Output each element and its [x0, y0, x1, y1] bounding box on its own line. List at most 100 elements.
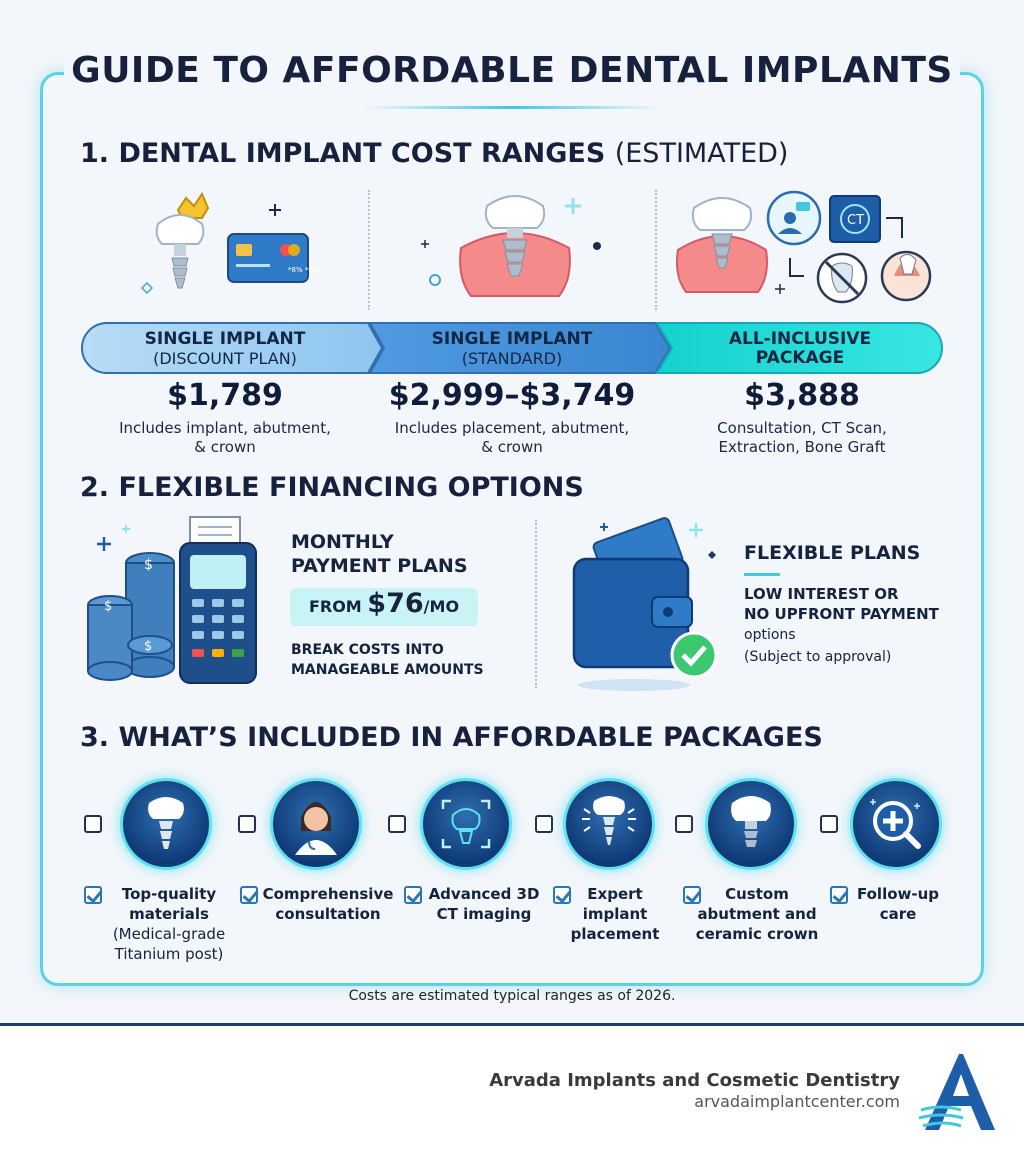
desc-line: Includes placement, abutment,: [394, 419, 630, 437]
sparkle-icon: [269, 204, 281, 216]
checkbox-checked[interactable]: [404, 886, 422, 904]
brand-url[interactable]: arvadaimplantcenter.com: [694, 1092, 900, 1111]
section-1-title-suffix: (ESTIMATED): [614, 138, 789, 169]
package-icon-circle: [120, 778, 212, 870]
footnote: Costs are estimated typical ranges as of…: [348, 988, 676, 1004]
heading-line: PAYMENT PLANS: [291, 555, 468, 577]
brand-logo-icon: [918, 1054, 995, 1130]
plan-name: SINGLE IMPLANT: [144, 329, 306, 349]
section-3-title: 3. WHAT’S INCLUDED IN AFFORDABLE PACKAGE…: [80, 722, 823, 753]
divider-1: [368, 190, 370, 310]
package-label-follow-up: Follow-up care: [846, 884, 950, 924]
check-circle-icon: [670, 631, 718, 679]
divider-2: [655, 190, 657, 310]
doctor-icon: [295, 802, 337, 855]
package-label-materials: Top-quality materials (Medical-grade Tit…: [104, 884, 234, 964]
label-line: ceramic crown: [695, 925, 819, 943]
flexible-plans-underline: [744, 573, 780, 576]
checkbox-checked[interactable]: [830, 886, 848, 904]
price-discount: $1,789: [167, 378, 283, 413]
sub-line: MANAGEABLE AMOUNTS: [291, 662, 484, 678]
package-label-ct: Advanced 3D CT imaging: [424, 884, 544, 924]
package-icon-circle: [850, 778, 942, 870]
checkbox-checked[interactable]: [553, 886, 571, 904]
label-line: (Medical-grade: [112, 925, 226, 943]
package-label-crown: Custom abutment and ceramic crown: [695, 884, 819, 944]
wallet-illustration: [572, 517, 718, 691]
note-line: (Subject to approval): [744, 649, 892, 665]
svg-text:$: $: [144, 557, 153, 573]
monthly-price-badge: FROM $76/MO: [290, 588, 478, 626]
consultation-icon: [766, 190, 822, 246]
checkbox-empty[interactable]: [388, 815, 406, 833]
desc-line: Extraction, Bone Graft: [718, 438, 886, 456]
label-line: Follow-up: [856, 885, 940, 903]
plan-sub: (DISCOUNT PLAN): [153, 349, 297, 368]
package-icon-circle: [563, 778, 655, 870]
checkbox-checked[interactable]: [240, 886, 258, 904]
desc-standard: Includes placement, abutment, & crown: [372, 419, 652, 457]
label-line: Comprehensive: [262, 885, 394, 903]
plan-label-all-inclusive: ALL-INCLUSIVE PACKAGE: [670, 330, 930, 368]
checkbox-checked[interactable]: [84, 886, 102, 904]
divider-financing: [535, 520, 537, 688]
desc-line: & crown: [481, 438, 543, 456]
checkbox-empty[interactable]: [238, 815, 256, 833]
title-backdrop: [64, 54, 960, 102]
label-line: consultation: [275, 905, 381, 923]
plan-name: ALL-INCLUSIVE: [728, 329, 872, 349]
checkbox-empty[interactable]: [84, 815, 102, 833]
svg-text:$: $: [144, 639, 152, 654]
search-plus-icon: [870, 799, 921, 849]
no-tooth-icon: [816, 252, 868, 304]
label-line: care: [879, 905, 917, 923]
flexible-plans-subtext: LOW INTEREST OR NO UPFRONT PAYMENT: [744, 584, 939, 624]
implant-icon: [148, 797, 184, 849]
credit-card-icon: *8% *GM: [227, 233, 320, 283]
checkbox-empty[interactable]: [675, 815, 693, 833]
desc-line: Consultation, CT Scan,: [717, 419, 887, 437]
footer-divider: [0, 1023, 1024, 1026]
section-2-title: 2. FLEXIBLE FINANCING OPTIONS: [80, 472, 584, 503]
tooth-icon: [484, 195, 546, 277]
discount-implant-illustration: *8% *GM: [140, 191, 320, 295]
section-1-title-text: 1. DENTAL IMPLANT COST RANGES: [80, 138, 606, 169]
label-line: CT imaging: [436, 905, 532, 923]
price-standard: $2,999–$3,749: [388, 378, 636, 413]
per-month-label: /MO: [423, 597, 460, 616]
title-underline: [362, 106, 662, 109]
section-1-title: 1. DENTAL IMPLANT COST RANGES (ESTIMATED…: [80, 138, 788, 169]
heading-line: MONTHLY: [291, 531, 394, 553]
ct-scan-icon: CT: [829, 195, 881, 243]
bar-segment-standard: [368, 322, 672, 374]
flexible-plans-note: options (Subject to approval): [744, 624, 891, 668]
coin-stack-icon: $ $ $: [87, 552, 175, 681]
label-line: implant: [582, 905, 648, 923]
package-label-consultation: Comprehensive consultation: [258, 884, 398, 924]
price-all-inclusive: $3,888: [744, 378, 860, 413]
desc-all-inclusive: Consultation, CT Scan, Extraction, Bone …: [672, 419, 932, 457]
checkbox-empty[interactable]: [535, 815, 553, 833]
flexible-plans-heading: FLEXIBLE PLANS: [744, 542, 921, 564]
plan-name: SINGLE IMPLANT: [431, 329, 593, 349]
label-line: placement: [570, 925, 660, 943]
checkbox-checked[interactable]: [683, 886, 701, 904]
desc-line: & crown: [194, 438, 256, 456]
scan-icon: [441, 799, 491, 849]
tooth-icon: [155, 214, 205, 289]
placement-icon: [582, 796, 636, 845]
cost-range-bar: [81, 322, 943, 374]
monthly-amount: $76: [367, 588, 424, 619]
package-icon-circle: [420, 778, 512, 870]
svg-text:$: $: [104, 599, 112, 614]
svg-text:CT: CT: [847, 213, 864, 228]
monthly-plan-heading: MONTHLY PAYMENT PLANS: [291, 530, 468, 578]
label-line: Expert: [587, 885, 643, 903]
package-icon-circle: [705, 778, 797, 870]
plan-label-discount: SINGLE IMPLANT (DISCOUNT PLAN): [100, 329, 350, 369]
sub-line: BREAK COSTS INTO: [291, 642, 444, 658]
sub-line: NO UPFRONT PAYMENT: [744, 605, 939, 623]
tooth-in-gum-icon: [676, 197, 768, 293]
sub-line: LOW INTEREST OR: [744, 585, 899, 603]
checkbox-empty[interactable]: [820, 815, 838, 833]
